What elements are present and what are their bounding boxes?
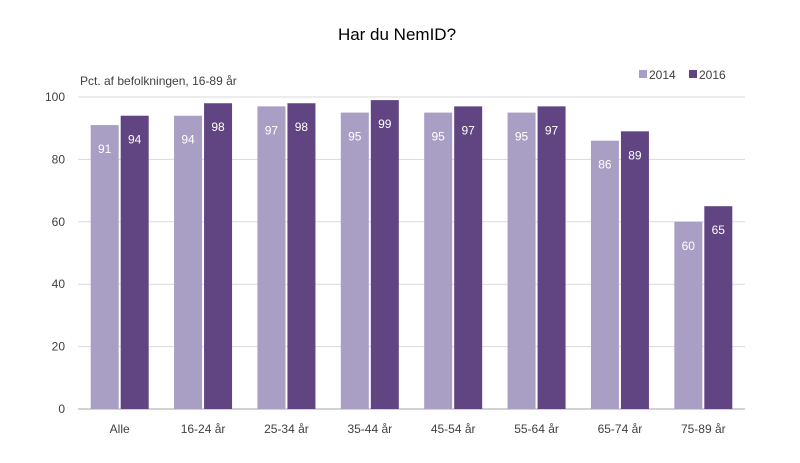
x-tick-label: 25-34 år bbox=[264, 422, 309, 436]
legend-swatch-2016 bbox=[689, 70, 697, 78]
x-tick-label: 35-44 år bbox=[347, 422, 392, 436]
data-label: 98 bbox=[211, 120, 225, 134]
bar-2016-0 bbox=[120, 115, 149, 409]
data-label: 97 bbox=[265, 123, 279, 137]
data-label: 95 bbox=[348, 130, 362, 144]
legend-swatch-2014 bbox=[639, 70, 647, 78]
x-tick-label: 75-89 år bbox=[681, 422, 726, 436]
bar-2014-1 bbox=[174, 115, 203, 409]
bar-2016-6 bbox=[620, 131, 649, 409]
y-tick-label: 20 bbox=[52, 340, 66, 354]
x-tick-label: 16-24 år bbox=[181, 422, 226, 436]
bar-2014-0 bbox=[90, 125, 119, 409]
y-axis: 0 20 40 60 80 100 bbox=[45, 90, 65, 416]
data-label: 94 bbox=[181, 133, 195, 147]
chart-title: Har du NemID? bbox=[338, 25, 456, 44]
data-label: 91 bbox=[98, 142, 112, 156]
y-tick-label: 0 bbox=[58, 402, 65, 416]
bar-2014-4 bbox=[424, 112, 453, 409]
data-label: 86 bbox=[598, 158, 612, 172]
data-label: 97 bbox=[462, 123, 476, 137]
x-tick-label: 45-54 år bbox=[431, 422, 476, 436]
data-label: 95 bbox=[432, 130, 446, 144]
y-tick-label: 40 bbox=[52, 277, 66, 291]
data-label: 97 bbox=[545, 123, 559, 137]
y-tick-label: 100 bbox=[45, 90, 65, 104]
chart-subtitle: Pct. af befolkningen, 16-89 år bbox=[80, 74, 237, 88]
x-tick-label: 55-64 år bbox=[514, 422, 559, 436]
bars: 91 94 94 98 97 98 95 99 95 97 95 97 86 89 60 65 bbox=[90, 100, 733, 410]
data-label: 65 bbox=[712, 223, 726, 237]
legend: 2014 2016 bbox=[639, 68, 726, 82]
legend-label-2014: 2014 bbox=[649, 68, 676, 82]
y-tick-label: 80 bbox=[52, 152, 66, 166]
bar-2016-4 bbox=[454, 106, 483, 410]
x-tick-label: Alle bbox=[110, 422, 130, 436]
legend-label-2016: 2016 bbox=[699, 68, 726, 82]
data-label: 98 bbox=[295, 120, 309, 134]
data-label: 89 bbox=[628, 148, 642, 162]
bar-2014-5 bbox=[507, 112, 536, 409]
bar-2016-5 bbox=[537, 106, 566, 410]
data-label: 60 bbox=[682, 239, 696, 253]
bar-2014-2 bbox=[257, 106, 286, 410]
x-axis: Alle 16-24 år 25-34 år 35-44 år 45-54 år 55-6… bbox=[110, 422, 726, 436]
data-label: 94 bbox=[128, 133, 142, 147]
bar-2016-2 bbox=[287, 103, 316, 410]
data-label: 95 bbox=[515, 130, 529, 144]
x-tick-label: 65-74 år bbox=[598, 422, 643, 436]
bar-2016-1 bbox=[204, 103, 233, 410]
bar-2014-7 bbox=[674, 221, 703, 409]
bar-2016-3 bbox=[370, 100, 399, 410]
bar-2014-3 bbox=[340, 112, 369, 409]
bar-2016-7 bbox=[704, 206, 733, 409]
y-tick-label: 60 bbox=[52, 215, 66, 229]
data-label: 99 bbox=[378, 117, 392, 131]
bar-2014-6 bbox=[590, 140, 619, 409]
